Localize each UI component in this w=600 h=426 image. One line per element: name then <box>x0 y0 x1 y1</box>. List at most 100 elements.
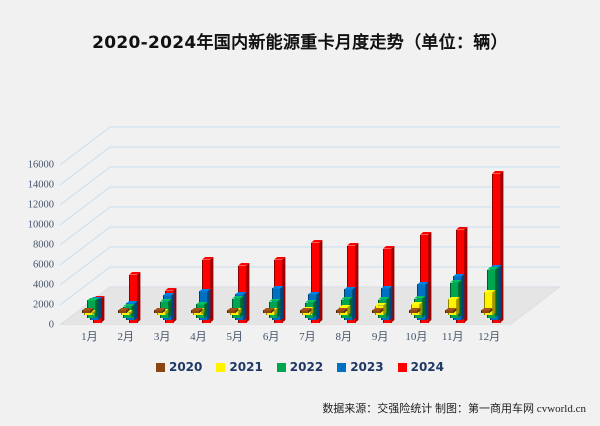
bar-3d-faces <box>310 240 323 324</box>
bar-3d-faces <box>335 307 348 313</box>
legend-swatch-icon <box>397 362 407 372</box>
bar-3d-faces <box>307 291 320 321</box>
x-axis-tick-label: 12月 <box>478 331 501 343</box>
bar-front-face <box>335 310 346 313</box>
x-axis: 1月 2月 3月 4月 5月 6月 7月 8月 9月 10月 11月 12月 <box>60 325 560 351</box>
bar-3d-faces <box>444 307 457 313</box>
x-axis-tick-label: 9月 <box>371 331 389 343</box>
bar-2024-8月 <box>346 243 359 324</box>
bar-front-face <box>492 174 502 323</box>
legend-item-2022[interactable]: 2022 <box>276 360 324 374</box>
legend-label: 2024 <box>410 360 445 374</box>
bar-front-face <box>226 310 237 313</box>
bar-front-face <box>154 310 164 313</box>
bar-2020-4月 <box>190 307 202 313</box>
x-axis-tick-label: 1月 <box>81 331 98 343</box>
x-axis-tick-label: 7月 <box>299 331 316 343</box>
bar-2021-12月 <box>484 289 496 316</box>
bar-3d-faces <box>123 304 135 318</box>
bar-front-face <box>372 310 382 313</box>
legend-item-2020[interactable]: 2020 <box>155 360 202 374</box>
bar-3d-faces <box>419 232 432 324</box>
bar-3d-faces <box>81 307 93 313</box>
bar-front-face <box>408 310 418 313</box>
bar-3d-faces <box>235 291 247 321</box>
bar-3d-faces <box>196 301 208 318</box>
bar-front-face <box>193 310 203 316</box>
bar-3d-faces <box>128 272 141 324</box>
legend-swatch-icon <box>276 362 286 372</box>
bar-front-face <box>81 310 91 313</box>
y-axis-tick-label: 0 <box>48 319 54 331</box>
bar-front-face <box>447 299 457 316</box>
bar-front-face <box>263 310 273 313</box>
bar-3d-faces <box>305 300 317 318</box>
bar-3d-faces <box>117 307 130 313</box>
bar-3d-faces <box>481 307 493 313</box>
bar-front-face <box>84 312 94 316</box>
bar-3d-faces <box>268 299 281 318</box>
y-axis-tick-label: 10000 <box>27 219 54 231</box>
bar-2020-10月 <box>408 307 420 313</box>
bar-2020-8月 <box>335 307 348 313</box>
bar-3d-faces <box>201 257 214 324</box>
bar-3d-faces <box>414 296 426 318</box>
bar-3d-faces <box>190 307 202 313</box>
legend-label: 2023 <box>350 360 384 374</box>
legend-item-2023[interactable]: 2023 <box>337 360 384 374</box>
bar-3d-faces <box>126 300 138 321</box>
x-axis-tick-label: 11月 <box>441 331 464 343</box>
bar-front-face <box>157 311 167 316</box>
bar-3d-faces <box>263 307 275 313</box>
bar-2020-7月 <box>299 307 311 313</box>
bar-3d-faces <box>453 273 465 321</box>
bar-front-face <box>120 312 130 316</box>
bar-3d-faces <box>489 264 501 321</box>
bar-front-face <box>128 275 139 323</box>
bar-3d-faces <box>338 304 351 316</box>
legend-item-2021[interactable]: 2021 <box>216 360 263 374</box>
bar-2020-6月 <box>263 307 275 313</box>
plot-area <box>60 95 560 325</box>
bar-3d-faces <box>87 297 99 318</box>
bar-front-face <box>117 310 128 313</box>
bar-2020-11月 <box>444 307 457 313</box>
bar-3d-faces <box>380 285 392 321</box>
bar-3d-faces <box>346 243 359 324</box>
legend-swatch-icon <box>337 362 347 372</box>
bar-3d-faces <box>344 286 356 321</box>
y-axis-tick-label: 4000 <box>33 279 54 291</box>
x-axis-tick-label: 6月 <box>262 331 280 343</box>
bar-3d-faces <box>492 171 504 324</box>
bar-2024-12月 <box>492 171 504 324</box>
bar-front-face <box>266 310 276 316</box>
bar-2020-12月 <box>481 307 493 313</box>
bar-3d-faces <box>198 288 211 321</box>
y-axis-tick-label: 14000 <box>27 179 54 191</box>
bar-2024-10月 <box>419 232 432 324</box>
bar-2024-7月 <box>310 240 323 324</box>
footer-source: 数据来源：交强险统计 制图：第一商用车网 cvworld.cn <box>322 403 586 415</box>
bar-3d-faces <box>165 288 177 324</box>
legend-label: 2022 <box>289 360 324 374</box>
bar-front-face <box>444 310 455 313</box>
bar-2020-3月 <box>154 307 166 313</box>
bar-3d-faces <box>375 303 387 316</box>
legend-swatch-icon <box>216 362 226 372</box>
chart-title: 2020-2024年国内新能源重卡月度走势（单位：辆） <box>92 33 508 53</box>
bar-3d-faces <box>341 297 353 318</box>
x-axis-tick-label: 2月 <box>117 331 134 343</box>
y-axis-tick-label: 6000 <box>33 259 54 271</box>
bar-3d-faces <box>416 281 429 321</box>
legend-item-2024[interactable]: 2024 <box>397 360 445 374</box>
legend-label: 2021 <box>229 360 263 374</box>
bar-front-face <box>481 310 491 313</box>
bar-3d-faces <box>372 307 384 313</box>
x-axis-tick-label: 10月 <box>405 331 428 343</box>
bar-front-face <box>229 311 239 316</box>
y-axis-tick-label: 16000 <box>27 159 54 171</box>
y-axis: 0 2000 4000 6000 8000 10000 12000 14000 16000 <box>8 95 54 331</box>
bar-front-face <box>346 246 357 323</box>
bar-2020-1月 <box>81 307 93 313</box>
